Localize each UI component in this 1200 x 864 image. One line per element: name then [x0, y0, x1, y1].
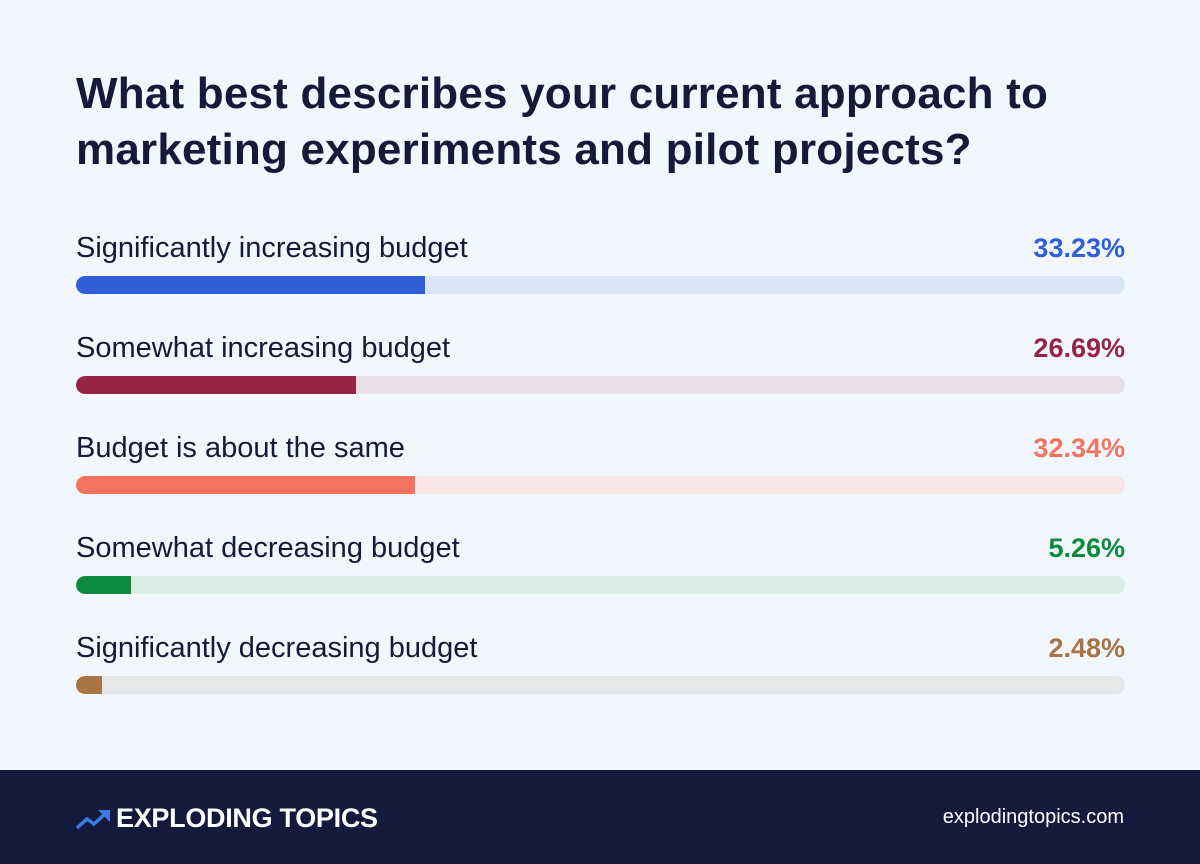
brand-name: EXPLODING TOPICS — [116, 803, 378, 833]
bar-track — [76, 676, 1125, 694]
bar-fill — [76, 576, 132, 594]
bar-fill — [76, 376, 356, 394]
bar-track — [76, 576, 1125, 594]
bar-value: 32.34% — [1033, 433, 1125, 463]
bar-row: Budget is about the same 32.34% — [76, 430, 1125, 510]
bar-value: 5.26% — [1048, 533, 1125, 563]
bar-row: Somewhat increasing budget 26.69% — [76, 330, 1125, 410]
bar-track — [76, 276, 1125, 294]
chart-title: What best describes your current approac… — [76, 69, 1049, 174]
site-url-link[interactable]: explodingtopics.com — [942, 806, 1124, 828]
bar-fill — [76, 676, 102, 694]
footer: EXPLODING TOPICS explodingtopics.com — [0, 770, 1200, 864]
bar-value: 33.23% — [1033, 233, 1125, 263]
bar-label: Budget is about the same — [76, 432, 405, 464]
bar-fill — [76, 476, 416, 494]
bar-row: Somewhat decreasing budget 5.26% — [76, 530, 1125, 610]
bar-value: 2.48% — [1048, 633, 1125, 663]
bar-value: 26.69% — [1033, 333, 1125, 363]
bar-fill — [76, 276, 425, 294]
bar-label: Somewhat increasing budget — [76, 332, 451, 364]
trending-up-arrow-icon — [76, 809, 110, 829]
bar-track — [76, 476, 1125, 494]
bar-label: Significantly decreasing budget — [76, 632, 478, 664]
bar-row: Significantly increasing budget 33.23% — [76, 230, 1125, 310]
bar-row: Significantly decreasing budget 2.48% — [76, 630, 1125, 710]
bar-label: Somewhat decreasing budget — [76, 532, 460, 564]
bar-label: Significantly increasing budget — [76, 232, 468, 264]
brand-logo: EXPLODING TOPICS — [76, 803, 378, 834]
bar-track — [76, 376, 1125, 394]
